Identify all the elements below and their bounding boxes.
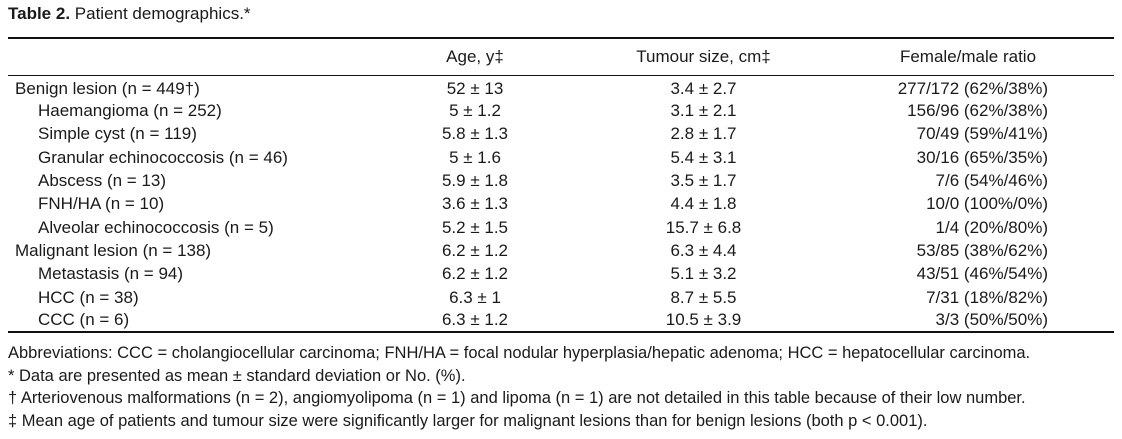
- header-tumour-size: Tumour size, cm‡: [636, 46, 771, 66]
- cell-female-male-ratio: 3/3 (50%/50%): [935, 310, 1048, 330]
- row-label: Malignant lesion (n = 138): [15, 240, 212, 260]
- table-body: Benign lesion (n = 449†) 52 ± 13 3.4 ± 2.7…: [8, 75, 1114, 333]
- cell-female-male-ratio: 1/4 (20%/80%): [935, 217, 1048, 237]
- row-label: Granular echinococcosis (n = 46): [38, 147, 288, 167]
- footnote-abbreviations: Abbreviations: CCC = cholangiocellular c…: [8, 344, 1031, 362]
- table-row: Haemangioma (n = 252) 5 ± 1.2 3.1 ± 2.1 156…: [8, 100, 1114, 123]
- table-row: Alveolar echinococcosis (n = 5) 5.2 ± 1.5…: [8, 216, 1114, 239]
- cell-tumour-size: 5.4 ± 3.1: [670, 147, 737, 167]
- cell-age: 6.3 ± 1.2: [441, 310, 509, 330]
- table-row: HCC (n = 38) 6.3 ± 1 8.7 ± 5.5 7/31 (18%/82…: [8, 286, 1114, 309]
- cell-female-male-ratio: 53/85 (38%/62%): [916, 240, 1048, 260]
- cell-tumour-size: 8.7 ± 5.5: [670, 287, 737, 307]
- cell-tumour-size: 2.8 ± 1.7: [670, 124, 737, 144]
- table-row: Benign lesion (n = 449†) 52 ± 13 3.4 ± 2.7…: [8, 75, 1114, 100]
- row-label: Metastasis (n = 94): [38, 264, 184, 284]
- footnote-dagger: † Arteriovenous malformations (n = 2), a…: [8, 389, 1026, 407]
- table-number: Table 2.: [8, 4, 71, 23]
- cell-tumour-size: 6.3 ± 4.4: [670, 240, 737, 260]
- cell-female-male-ratio: 30/16 (65%/35%): [916, 147, 1048, 167]
- cell-age: 6.3 ± 1: [449, 287, 501, 307]
- row-label: Simple cyst (n = 119): [38, 124, 197, 144]
- demographics-table-container: Age, y‡ Tumour size, cm‡ Female/male rat…: [8, 37, 1114, 333]
- cell-female-male-ratio: 156/96 (62%/38%): [907, 101, 1048, 121]
- cell-female-male-ratio: 277/172 (62%/38%): [897, 78, 1048, 98]
- cell-tumour-size: 5.1 ± 3.2: [670, 264, 737, 284]
- row-label: Abscess (n = 13): [38, 171, 167, 191]
- cell-age: 5 ± 1.2: [449, 101, 501, 121]
- cell-female-male-ratio: 7/6 (54%/46%): [935, 171, 1048, 191]
- header-row: Age, y‡ Tumour size, cm‡ Female/male rat…: [8, 38, 1114, 75]
- cell-tumour-size: 4.4 ± 1.8: [670, 194, 737, 214]
- cell-age: 5.9 ± 1.8: [441, 171, 509, 191]
- cell-tumour-size: 3.5 ± 1.7: [670, 171, 737, 191]
- cell-female-male-ratio: 70/49 (59%/41%): [916, 124, 1048, 144]
- cell-female-male-ratio: 43/51 (46%/54%): [916, 264, 1048, 284]
- table-row: Abscess (n = 13) 5.9 ± 1.8 3.5 ± 1.7 7/6 (5…: [8, 169, 1114, 192]
- header-female-male-ratio: Female/male ratio: [899, 46, 1037, 66]
- header-age: Age, y‡: [446, 46, 504, 66]
- cell-female-male-ratio: 7/31 (18%/82%): [926, 287, 1048, 307]
- cell-tumour-size: 10.5 ± 3.9: [665, 310, 742, 330]
- table-row: CCC (n = 6) 6.3 ± 1.2 10.5 ± 3.9 3/3 (50%/5…: [8, 309, 1114, 332]
- row-label: HCC (n = 38): [38, 287, 139, 307]
- cell-age: 5.2 ± 1.5: [441, 217, 509, 237]
- row-label: CCC (n = 6): [38, 310, 130, 330]
- cell-age: 52 ± 13: [446, 78, 504, 98]
- table-row: FNH/HA (n = 10) 3.6 ± 1.3 4.4 ± 1.8 10/0 (1…: [8, 193, 1114, 216]
- table-title: Table 2. Patient demographics.*: [8, 4, 251, 24]
- row-label: Alveolar echinococcosis (n = 5): [38, 217, 274, 237]
- table-row: Granular echinococcosis (n = 46) 5 ± 1.6 5…: [8, 146, 1114, 169]
- table-footnotes: Abbreviations: CCC = cholangiocellular c…: [8, 342, 1030, 432]
- table-caption: Patient demographics.*: [70, 4, 251, 23]
- cell-age: 5 ± 1.6: [449, 147, 501, 167]
- table-row: Malignant lesion (n = 138) 6.2 ± 1.2 6.3 ±…: [8, 239, 1114, 262]
- cell-age: 5.8 ± 1.3: [441, 124, 509, 144]
- footnote-double-dagger: ‡ Mean age of patients and tumour size w…: [8, 411, 928, 430]
- demographics-table: Age, y‡ Tumour size, cm‡ Female/male rat…: [8, 37, 1114, 333]
- footnote-asterisk: * Data are presented as mean ± standard …: [8, 366, 466, 385]
- row-label: FNH/HA (n = 10): [38, 194, 165, 214]
- table-header: Age, y‡ Tumour size, cm‡ Female/male rat…: [8, 38, 1114, 75]
- cell-tumour-size: 3.1 ± 2.1: [670, 101, 737, 121]
- header-label: [8, 38, 365, 75]
- table-row: Metastasis (n = 94) 6.2 ± 1.2 5.1 ± 3.2 43/…: [8, 263, 1114, 286]
- cell-female-male-ratio: 10/0 (100%/0%): [926, 194, 1048, 214]
- row-label: Haemangioma (n = 252): [38, 101, 222, 121]
- cell-tumour-size: 15.7 ± 6.8: [665, 217, 742, 237]
- cell-age: 6.2 ± 1.2: [441, 264, 509, 284]
- table-row: Simple cyst (n = 119) 5.8 ± 1.3 2.8 ± 1.7 7…: [8, 123, 1114, 146]
- cell-age: 3.6 ± 1.3: [441, 194, 509, 214]
- cell-tumour-size: 3.4 ± 2.7: [670, 78, 737, 98]
- row-label: Benign lesion (n = 449†): [15, 78, 200, 98]
- cell-age: 6.2 ± 1.2: [441, 240, 509, 260]
